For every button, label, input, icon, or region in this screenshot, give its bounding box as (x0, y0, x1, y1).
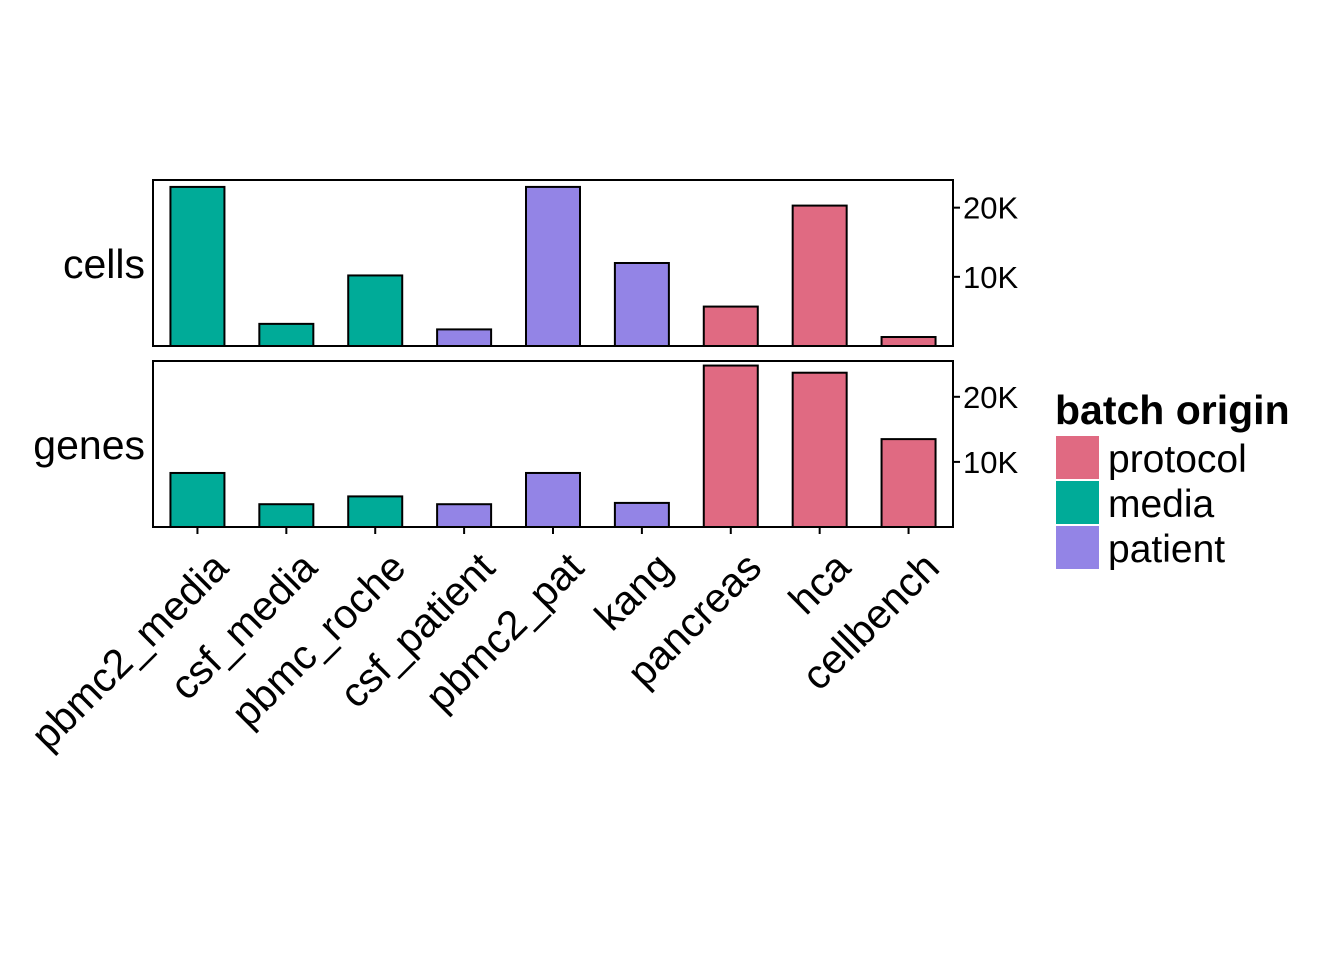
x-axis-labels: pbmc2_mediacsf_mediapbmc_rochecsf_patien… (22, 527, 948, 758)
legend-swatch-patient (1056, 526, 1099, 569)
legend-label-protocol: protocol (1108, 438, 1247, 481)
bar-cells-csf_patient (436, 328, 493, 347)
bar-genes-cellbench (880, 438, 937, 528)
legend-title: batch origin (1055, 387, 1290, 433)
y-tick-label: 10K (963, 260, 1018, 295)
panel-cells: 10K 20K cells (63, 179, 1018, 348)
legend-swatch-protocol (1056, 436, 1099, 479)
bar-cells-pancreas (702, 305, 759, 348)
bar-genes-pbmc2_media (169, 471, 226, 528)
panel-label-genes: genes (33, 422, 145, 468)
bar-cells-pbmc2_pat (525, 185, 581, 347)
bar-genes-pbmc_roche (347, 495, 404, 529)
bar-cells-csf_media (258, 322, 315, 348)
y-tick-label: 20K (963, 191, 1018, 226)
bar-genes-pbmc2_pat (525, 471, 581, 528)
y-tick-label: 10K (963, 445, 1018, 480)
bar-cells-pbmc_roche (347, 274, 404, 348)
bar-cells-hca (791, 204, 848, 347)
panel-label-cells: cells (63, 241, 145, 287)
bar-genes-kang (613, 501, 670, 529)
panel-border (152, 179, 954, 347)
bar-genes-csf_media (258, 503, 315, 529)
legend-label-patient: patient (1108, 528, 1225, 571)
bar-cells-pbmc2_media (169, 185, 226, 347)
bar-cells-cellbench (880, 336, 937, 347)
panel-genes: 10K 20K genes (33, 360, 1018, 529)
panels: 10K 20K cells 10K 20K genes (33, 179, 1018, 529)
bar-cells-kang (613, 262, 670, 347)
bar-genes-hca (791, 371, 848, 528)
y-tick-label: 20K (963, 380, 1018, 415)
legend-label-media: media (1108, 483, 1215, 526)
bar-genes-csf_patient (436, 503, 493, 529)
legend-swatch-media (1056, 481, 1099, 524)
bar-genes-pancreas (702, 364, 759, 528)
